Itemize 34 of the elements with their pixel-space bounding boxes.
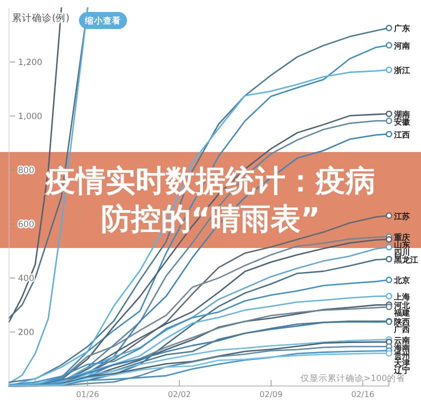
series-label: 河北 (393, 300, 411, 310)
x-tick-label: 02/09 (260, 390, 283, 399)
button: 缩小查看 (79, 12, 127, 29)
annotation: 仅显示累计确诊>100的省 (300, 373, 405, 384)
series-label: 海南 (393, 343, 410, 352)
series-label: 云南 (394, 336, 410, 345)
series-label: 河南 (393, 41, 410, 50)
series-label: 北京 (393, 276, 410, 286)
series-label: 黑龙江 (393, 256, 418, 265)
y-tick-label: 600 (18, 220, 34, 230)
y-tick-label: 1,000 (18, 112, 42, 122)
series-label: 重庆 (393, 232, 410, 242)
series-label: 陕西 (394, 317, 410, 326)
series-label: 山东 (394, 240, 410, 250)
x-tick-label: 02/02 (168, 390, 191, 399)
series-label: 广东 (393, 24, 410, 34)
series-label: 福建 (393, 308, 410, 318)
series-label: 贵州 (393, 350, 410, 360)
series-label: 上海 (393, 292, 410, 302)
x-tick-label: 02/16 (351, 390, 374, 399)
annotation: 缩小查看 (84, 16, 121, 26)
x-tick-label: 01/26 (76, 390, 100, 399)
series-label: 四川 (394, 248, 410, 258)
series-label: 广西 (393, 325, 410, 334)
series-label: 江西 (393, 130, 410, 140)
series-label: 安徽 (394, 116, 411, 127)
series-label: 江苏 (393, 212, 410, 221)
series-label: 天津 (393, 358, 410, 368)
y-tick-label: 200 (18, 328, 34, 338)
series-label: 浙江 (393, 66, 410, 76)
series-label: 湖南 (393, 110, 410, 120)
series-label: 辽宁 (393, 365, 410, 376)
y-tick-label: 800 (18, 166, 34, 176)
y-tick-label: 1,200 (18, 58, 42, 68)
